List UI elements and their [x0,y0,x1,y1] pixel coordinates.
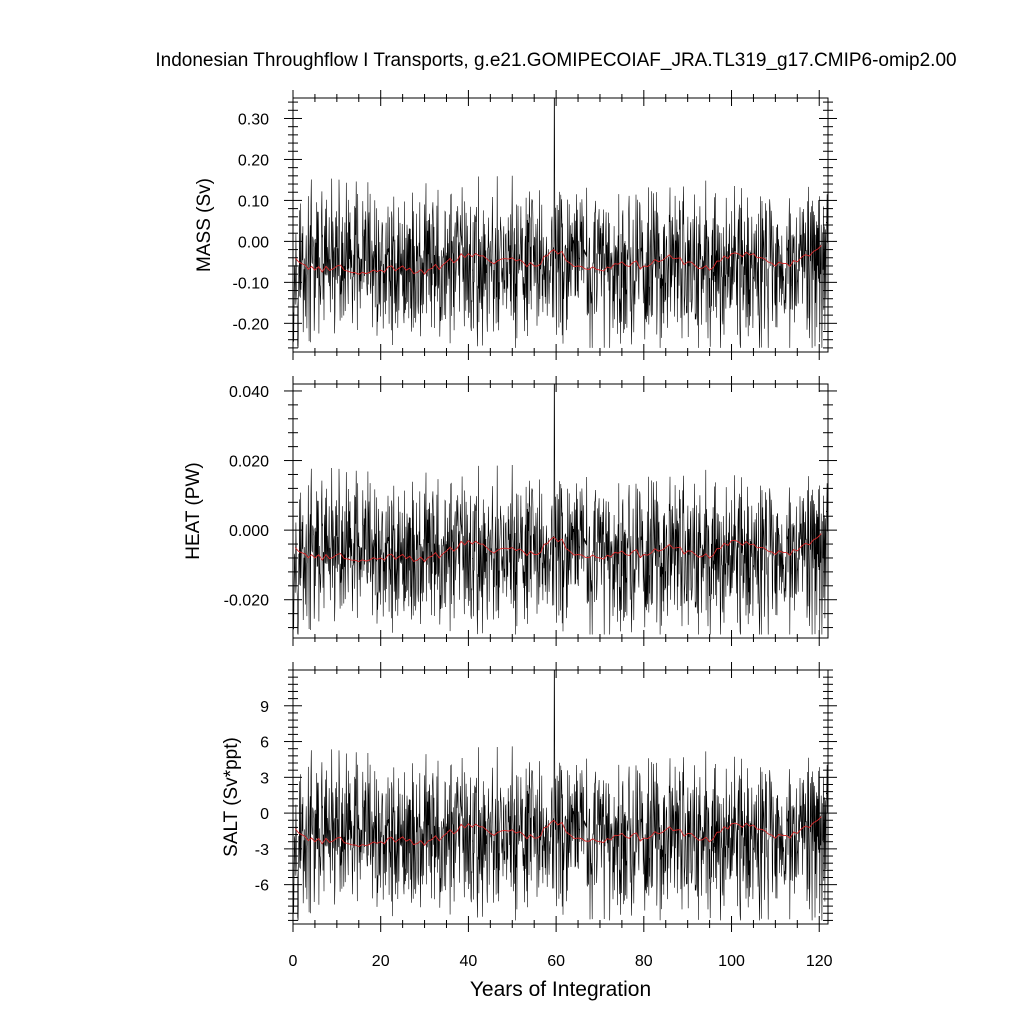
salt-y-tick-label: 6 [260,735,269,752]
salt-x-tick-label: 40 [460,953,478,970]
salt-x-tick-label: 80 [635,953,653,970]
heat-plot-frame [292,383,829,639]
mass-y-tick-label: -0.10 [233,275,270,292]
mass-panel: 0.30 0.20 0.10 0.00 -0.10 -0.20 MASS (Sv) [194,90,837,360]
heat-y-tick-label: -0.020 [224,593,269,610]
heat-panel: 0.040 0.020 0.000 -0.020 HEAT (PW) [183,376,837,646]
salt-x-axis-title: Years of Integration [470,978,651,1001]
mass-y-tick-label: -0.20 [233,316,270,333]
figure-title: Indonesian Throughflow I Transports, g.e… [155,50,956,71]
salt-x-tick-label: 60 [547,953,565,970]
salt-y-tick-label: -6 [255,878,269,895]
mass-y-tick-label: 0.00 [238,234,269,251]
heat-annual-mean-series [294,533,822,563]
mass-annual-mean-series [294,245,822,275]
salt-y-tick-label: 9 [260,699,269,716]
heat-y-tick-label: 0.000 [229,523,269,540]
salt-y-axis-title: SALT (Sv*ppt) [221,737,242,857]
heat-y-tick-label: 0.020 [229,454,269,471]
mass-y-tick-label: 0.10 [238,193,269,210]
salt-plot-frame [292,669,829,925]
mass-y-tick-label: 0.30 [238,111,269,128]
chart-panels: 0.30 0.20 0.10 0.00 -0.10 -0.20 MASS (Sv) 0.040… [183,90,837,1001]
heat-y-axis-title: HEAT (PW) [183,462,204,559]
salt-y-tick-label: 3 [260,770,269,787]
salt-panel: 9 6 3 0 -3 -6 SALT (Sv*ppt) 0 20 40 60 80 100 120 Year… [221,662,837,1001]
salt-x-tick-label: 120 [806,953,833,970]
heat-y-tick-label: 0.040 [229,384,269,401]
heat-monthly-series [293,384,828,635]
mass-monthly-series [293,98,828,348]
salt-x-tick-label: 0 [289,953,298,970]
mass-y-axis-title: MASS (Sv) [194,178,215,272]
salt-x-tick-label: 20 [372,953,390,970]
salt-y-tick-label: -3 [255,842,269,859]
salt-monthly-series [293,670,828,921]
salt-x-tick-label: 100 [718,953,745,970]
mass-y-tick-label: 0.20 [238,152,269,169]
salt-annual-mean-series [294,816,822,847]
salt-y-tick-label: 0 [260,806,269,823]
